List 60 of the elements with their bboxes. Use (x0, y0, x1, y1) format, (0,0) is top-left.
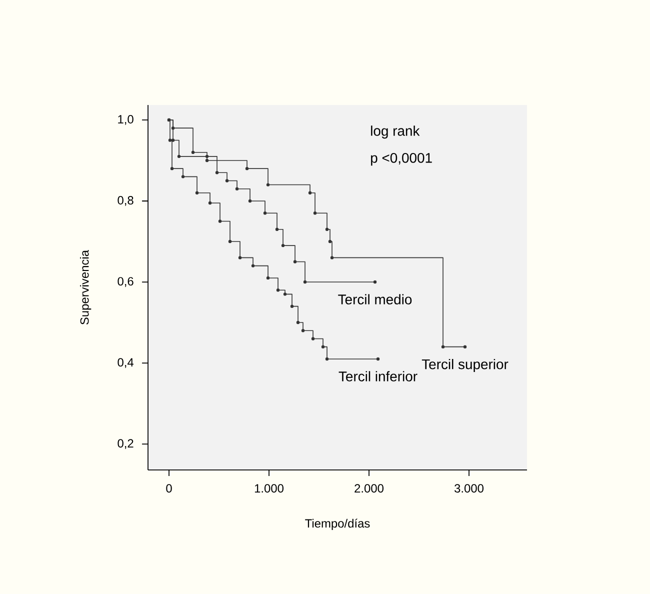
point (205, 158, 209, 162)
point (251, 264, 255, 268)
series-label: Tercil medio (338, 294, 412, 304)
y-axis-title: Supervivencia (80, 250, 92, 324)
point (325, 357, 329, 361)
point (208, 201, 212, 205)
point (170, 166, 174, 170)
point (373, 280, 377, 284)
point (321, 345, 325, 348)
point (205, 154, 209, 158)
point (238, 256, 242, 260)
point (245, 166, 249, 170)
point (168, 138, 172, 142)
x-axis-title: Tiempo/días (305, 518, 370, 530)
point (276, 288, 280, 292)
point (171, 126, 175, 130)
point (235, 187, 239, 190)
point (293, 260, 297, 264)
y-tick-label: 1,0 (118, 115, 134, 125)
point (301, 329, 305, 332)
y-tick-label: 0,2 (118, 439, 134, 449)
point (263, 212, 267, 215)
point (376, 357, 380, 361)
point (275, 228, 279, 231)
point (313, 212, 317, 215)
series-label: Tercil inferior (338, 371, 418, 382)
y-tick-label: 0,6 (118, 277, 134, 287)
y-tick-label: 0,8 (118, 196, 134, 206)
point (266, 276, 270, 280)
point (296, 320, 300, 324)
point (228, 240, 232, 244)
annotation: p <0,0001 (371, 152, 432, 166)
point (308, 191, 312, 194)
point (171, 138, 175, 142)
point (283, 292, 287, 296)
point (195, 191, 199, 194)
x-tick-label: 0 (166, 484, 172, 493)
point (218, 220, 222, 223)
point (248, 199, 252, 203)
point (266, 183, 270, 186)
point (325, 228, 329, 231)
x-tick-label: 3.000 (454, 484, 484, 493)
point (225, 179, 229, 182)
series-label: Tercil superior (422, 358, 508, 372)
point (290, 304, 294, 308)
x-tick-label: 2.000 (354, 484, 384, 493)
annotation: log rank (371, 126, 420, 139)
point (303, 280, 307, 284)
point (215, 171, 219, 174)
point (441, 345, 445, 348)
point (328, 240, 332, 244)
point (311, 337, 315, 340)
point (181, 175, 185, 178)
point (330, 256, 334, 260)
y-tick-label: 0,4 (118, 358, 134, 368)
x-tick-label: 1.000 (254, 484, 284, 493)
point (191, 150, 195, 154)
point (281, 244, 285, 248)
point (463, 345, 467, 348)
point (177, 154, 181, 158)
